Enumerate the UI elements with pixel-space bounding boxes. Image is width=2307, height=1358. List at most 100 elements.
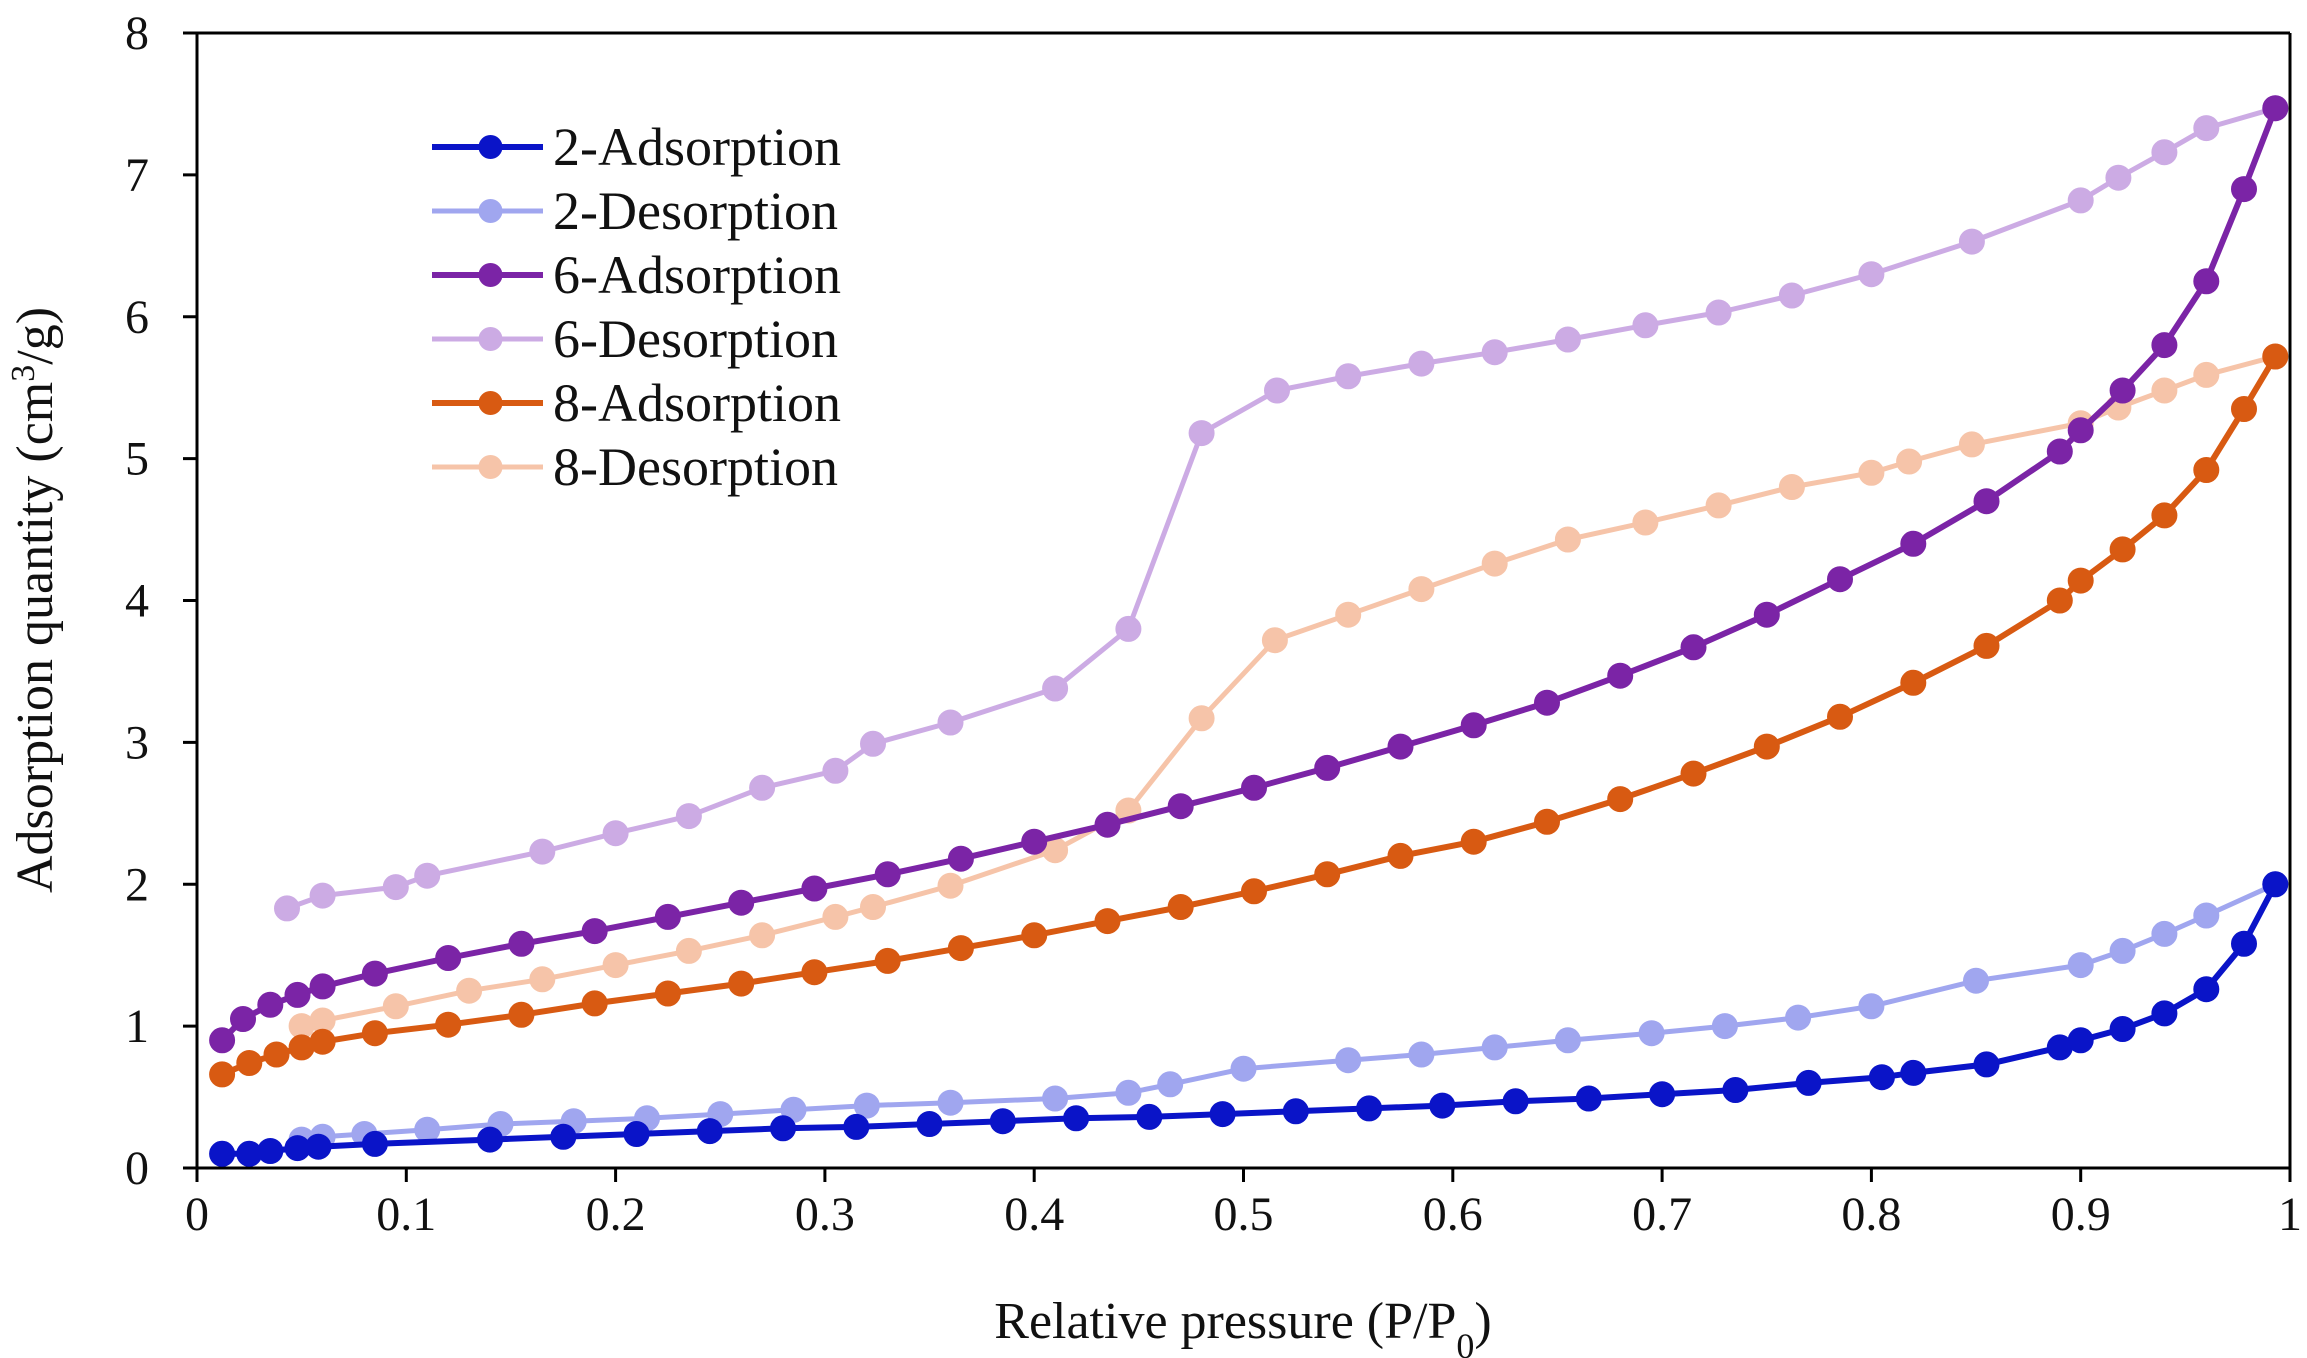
data-point-2-adsorption (477, 1126, 503, 1153)
data-point-2-adsorption (2151, 1000, 2178, 1027)
legend-marker (478, 263, 503, 287)
data-point-2-adsorption (1063, 1105, 1090, 1132)
data-point-6-adsorption (654, 903, 681, 930)
data-point-6-adsorption (1241, 774, 1267, 801)
data-point-6-desorption (274, 895, 300, 922)
y-tick-label: 1 (125, 1000, 149, 1053)
data-point-8-desorption (749, 922, 776, 949)
data-point-6-desorption (1335, 363, 1362, 390)
data-point-6-adsorption (1534, 689, 1560, 716)
y-tick-label: 6 (125, 291, 149, 344)
data-point-6-desorption (602, 820, 629, 847)
data-point-6-adsorption (2193, 268, 2220, 295)
data-point-2-desorption (1785, 1004, 1812, 1031)
data-point-6-desorption (529, 838, 556, 865)
data-point-2-adsorption (209, 1140, 236, 1167)
data-point-8-adsorption (435, 1011, 462, 1038)
data-point-8-desorption (2193, 361, 2220, 388)
data-point-2-desorption (1042, 1085, 1069, 1112)
legend-item-6-desorption (432, 327, 543, 351)
data-point-8-desorption (382, 993, 409, 1020)
data-point-2-adsorption (770, 1115, 796, 1142)
data-point-2-adsorption (257, 1138, 284, 1164)
data-point-2-desorption (1963, 967, 1989, 994)
data-point-6-desorption (1554, 326, 1581, 353)
data-point-8-adsorption (1680, 760, 1707, 787)
data-point-6-desorption (2151, 139, 2178, 166)
data-point-2-desorption (853, 1092, 880, 1119)
data-point-6-adsorption (2067, 417, 2094, 444)
x-tick-label: 0 (185, 1188, 209, 1241)
legend-label: 2-Adsorption (553, 117, 841, 177)
data-point-6-adsorption (1900, 530, 1927, 557)
data-point-8-adsorption (1167, 894, 1194, 920)
data-point-2-adsorption (1900, 1059, 1927, 1086)
y-tick-label: 8 (125, 7, 149, 60)
data-point-2-adsorption (2193, 976, 2220, 1003)
series-layer (209, 95, 2289, 1167)
legend-label: 6-Desorption (553, 309, 838, 369)
data-point-2-adsorption (1356, 1095, 1383, 1122)
data-point-2-adsorption (1136, 1103, 1163, 1130)
data-point-6-desorption (1705, 299, 1732, 326)
series-6-adsorption (209, 95, 2289, 1054)
data-point-6-desorption (1042, 675, 1069, 702)
x-axis-title-main: Relative pressure (P/P (994, 1293, 1456, 1350)
data-point-6-adsorption (581, 918, 608, 945)
data-point-8-desorption (1481, 550, 1508, 577)
data-point-2-desorption (414, 1116, 441, 1143)
x-tick-label: 0.2 (586, 1188, 646, 1241)
legend-marker (478, 199, 503, 223)
data-point-8-desorption (1188, 705, 1215, 732)
legend-label: 2-Desorption (553, 181, 838, 241)
y-axis-title: Adsorption quantity (cm3/g) (5, 307, 65, 893)
data-point-8-desorption (1554, 526, 1581, 553)
data-point-8-desorption (822, 903, 849, 930)
data-point-8-adsorption (361, 1020, 388, 1047)
data-point-8-desorption (1958, 431, 1985, 458)
data-point-6-adsorption (2262, 95, 2289, 122)
data-point-8-adsorption (2151, 502, 2178, 529)
legend: 2-Adsorption2-Desorption6-Adsorption6-De… (432, 117, 841, 497)
data-point-6-desorption (860, 730, 886, 757)
data-point-8-adsorption (2262, 343, 2289, 370)
series-8-adsorption (209, 343, 2289, 1088)
legend-label: 8-Adsorption (553, 373, 841, 433)
data-point-6-adsorption (1460, 712, 1487, 739)
series-6-desorption (274, 95, 2289, 922)
data-point-2-desorption (1858, 993, 1885, 1020)
data-point-8-desorption (2151, 377, 2178, 404)
data-point-6-adsorption (801, 875, 828, 902)
x-tick-label: 0.4 (1004, 1188, 1064, 1241)
y-tick-label: 5 (125, 433, 149, 486)
data-point-6-adsorption (508, 930, 535, 957)
x-tick-label: 1 (2278, 1188, 2302, 1241)
legend-marker (478, 135, 503, 159)
x-axis-title: Relative pressure (P/P0) (994, 1293, 1491, 1358)
data-point-6-desorption (2067, 187, 2094, 214)
data-point-8-desorption (1778, 474, 1805, 500)
data-point-6-adsorption (947, 845, 974, 872)
data-point-2-desorption (937, 1089, 964, 1116)
data-point-6-desorption (382, 874, 409, 901)
x-tick-label: 0.3 (795, 1188, 855, 1241)
data-point-2-desorption (2109, 937, 2136, 964)
data-point-8-adsorption (1241, 878, 1267, 905)
y-tick-label: 0 (125, 1142, 149, 1195)
x-tick-label: 0.8 (1841, 1188, 1901, 1241)
data-point-6-desorption (1958, 228, 1985, 255)
data-point-6-adsorption (1827, 566, 1853, 593)
data-point-2-adsorption (2231, 930, 2257, 957)
legend-label: 8-Desorption (553, 437, 838, 497)
data-point-6-adsorption (2046, 438, 2073, 465)
data-point-8-desorption (1335, 601, 1362, 628)
data-point-8-adsorption (1900, 669, 1927, 696)
data-point-8-adsorption (1827, 703, 1853, 730)
data-point-6-desorption (414, 862, 441, 889)
data-point-2-desorption (1157, 1071, 1184, 1098)
y-tick-label: 2 (125, 858, 149, 911)
data-point-6-desorption (1632, 312, 1659, 339)
plot-frame (195, 31, 2292, 1170)
legend-marker (478, 455, 503, 479)
